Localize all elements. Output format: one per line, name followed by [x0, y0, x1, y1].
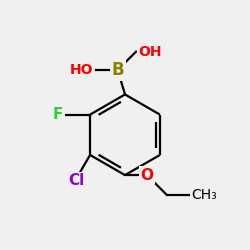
Text: CH₃: CH₃ [191, 188, 217, 202]
Text: HO: HO [70, 63, 93, 77]
Text: Cl: Cl [68, 173, 85, 188]
Text: F: F [53, 107, 63, 122]
Text: O: O [140, 168, 153, 182]
Text: B: B [111, 61, 124, 79]
Text: OH: OH [138, 45, 162, 59]
